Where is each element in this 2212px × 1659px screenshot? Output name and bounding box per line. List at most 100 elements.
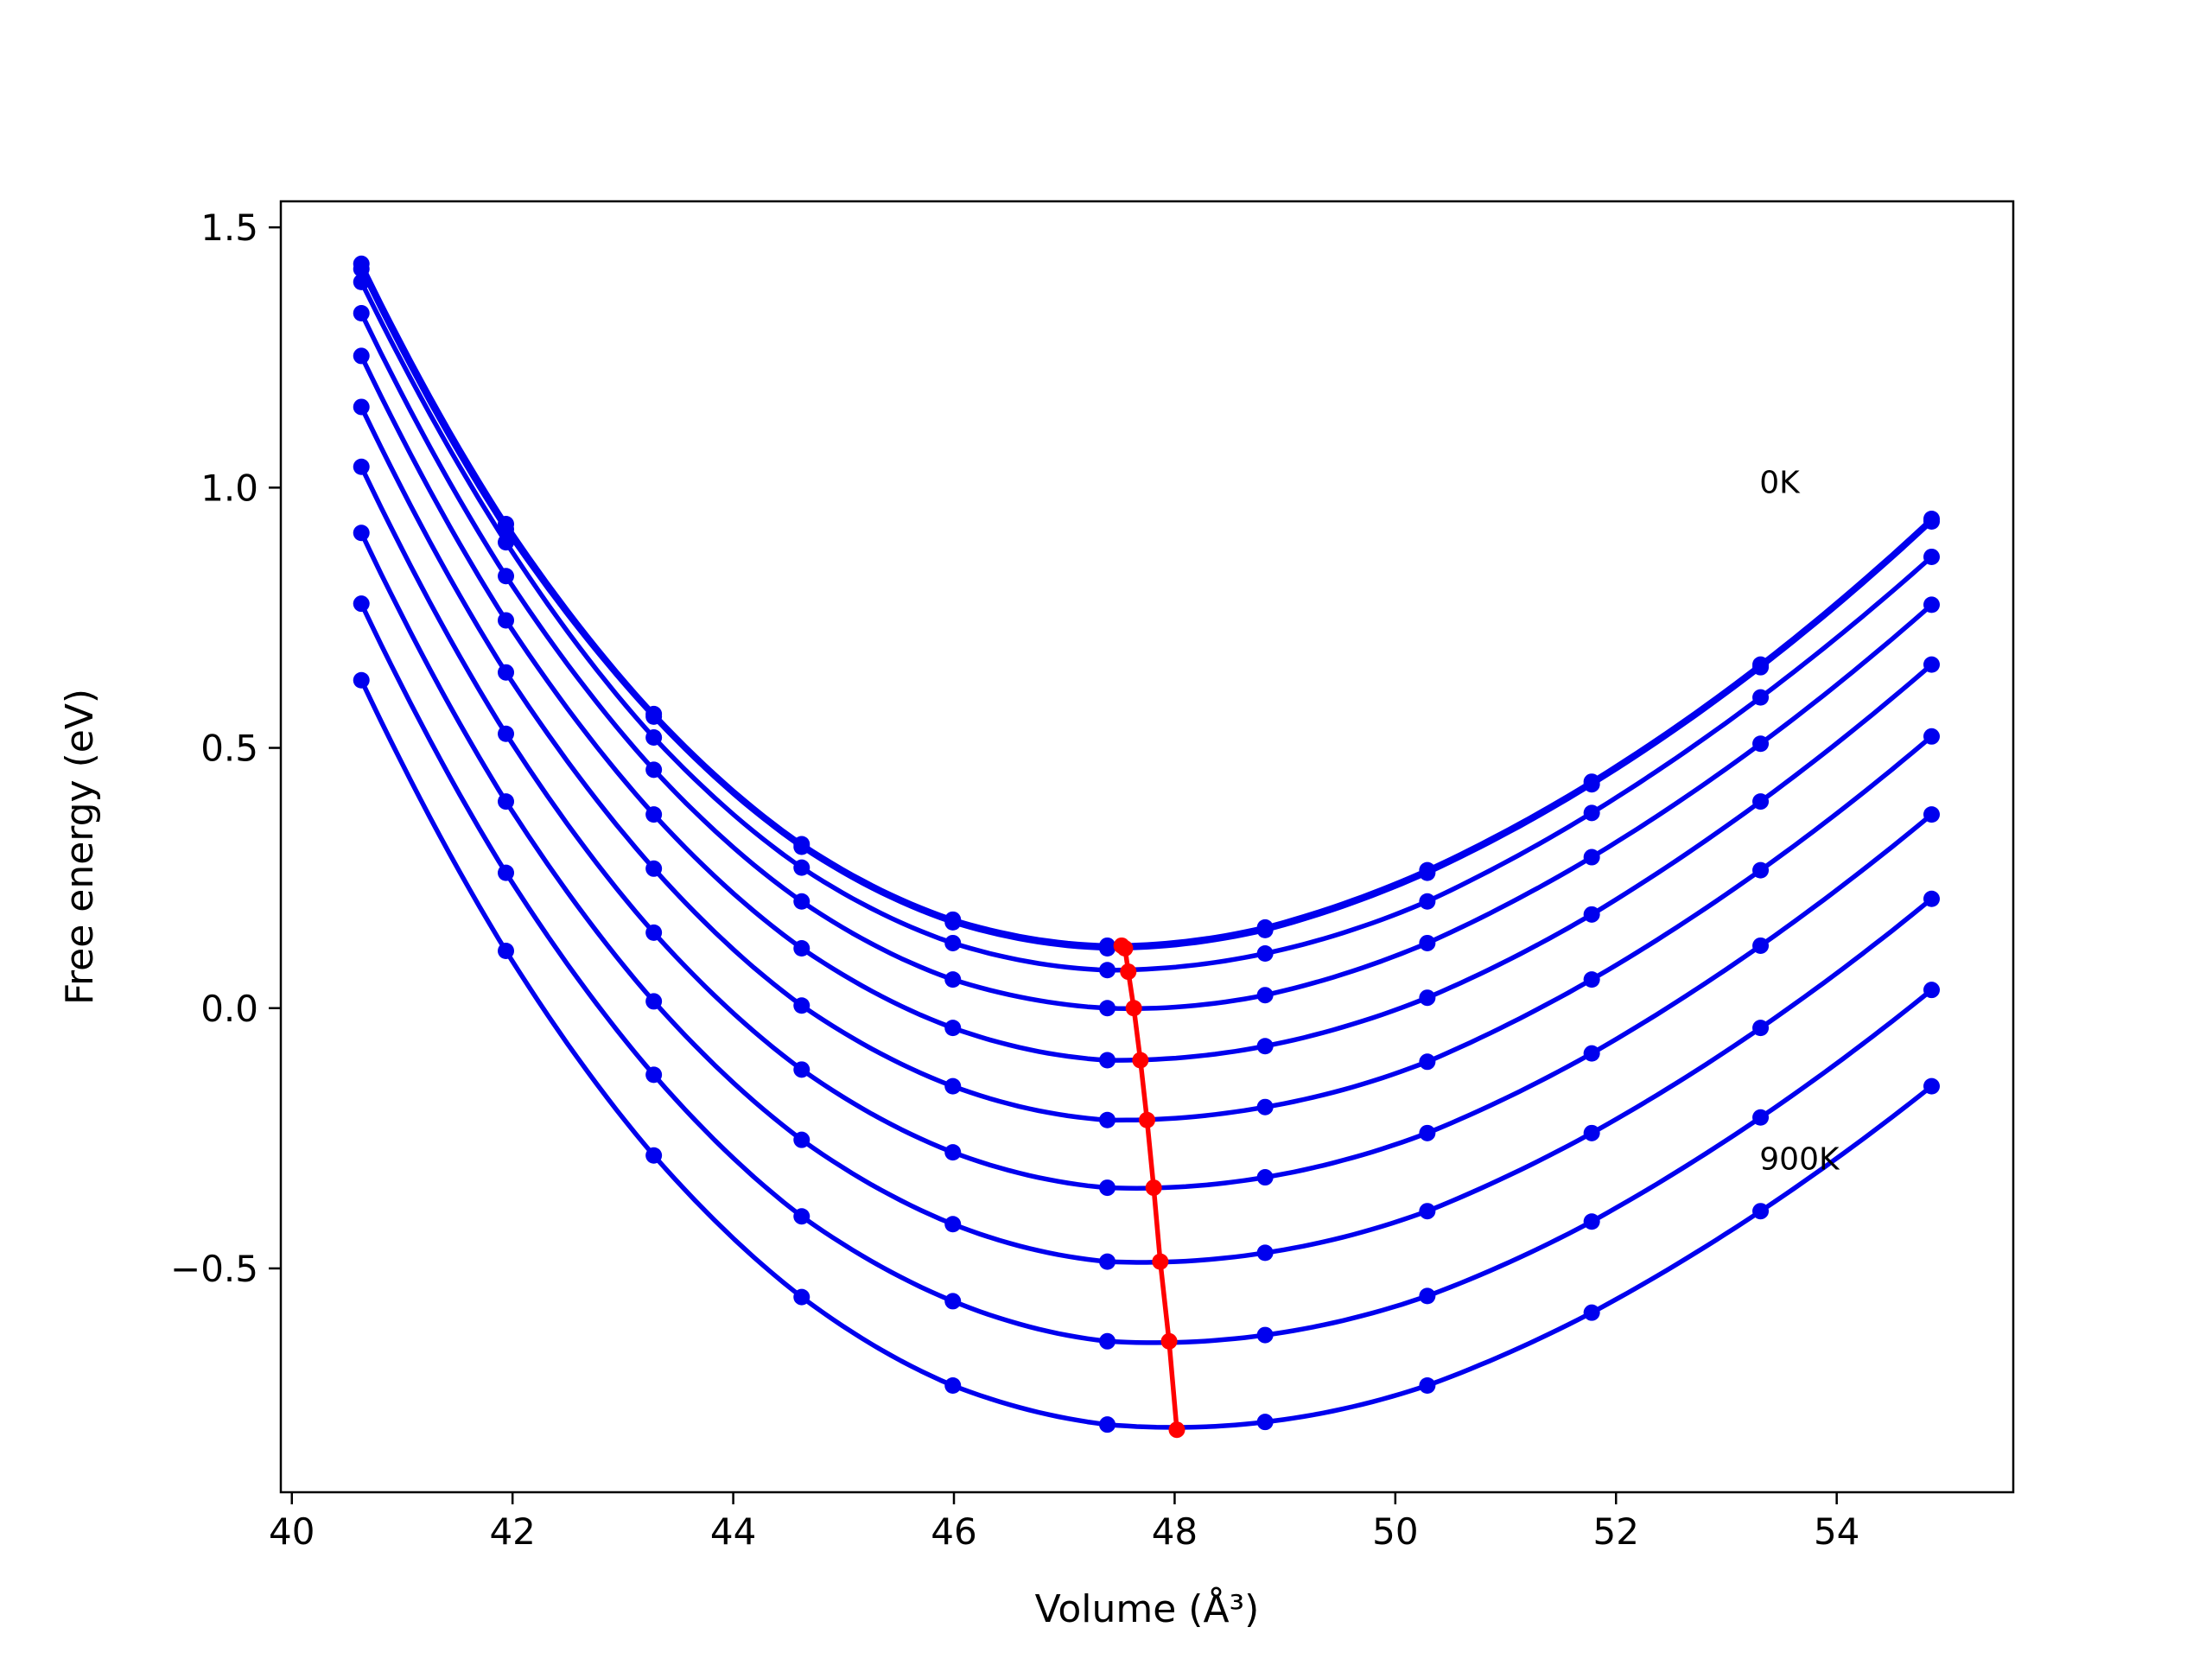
minimum-point-2 [1120, 963, 1137, 981]
series-9-point-9 [1752, 1203, 1770, 1220]
series-5-point-2 [645, 860, 663, 877]
series-6-point-7 [1419, 1124, 1436, 1141]
series-9-point-0 [353, 671, 370, 689]
y-tick-label-2: 0.5 [200, 728, 258, 770]
series-5-point-4 [944, 1077, 962, 1095]
x-tick-label-5: 50 [1372, 1510, 1418, 1553]
series-8-point-2 [645, 1066, 663, 1084]
series-7-point-1 [498, 793, 515, 810]
series-2-point-6 [1256, 944, 1274, 962]
series-6-point-10 [1923, 806, 1940, 823]
series-3-point-2 [645, 761, 663, 779]
series-3-point-6 [1256, 987, 1274, 1004]
series-3-point-1 [498, 568, 515, 585]
series-8-point-1 [498, 864, 515, 881]
annotation-1: 900K [1759, 1142, 1840, 1178]
series-4-point-4 [944, 1020, 962, 1037]
series-5-point-1 [498, 664, 515, 681]
series-5-point-9 [1752, 861, 1770, 879]
series-5-point-7 [1419, 1053, 1436, 1071]
series-6-point-1 [498, 725, 515, 742]
series-9-point-7 [1419, 1377, 1436, 1395]
series-9-point-4 [944, 1377, 962, 1395]
series-6-point-0 [353, 458, 370, 475]
series-8-point-0 [353, 595, 370, 613]
minimum-point-4 [1132, 1052, 1149, 1069]
y-tick-label-3: 1.0 [200, 467, 258, 509]
series-2-point-4 [944, 934, 962, 951]
series-5-point-5 [1099, 1111, 1116, 1128]
series-6-point-4 [944, 1144, 962, 1161]
series-3-point-5 [1099, 1000, 1116, 1017]
series-8-point-4 [944, 1293, 962, 1310]
series-7-point-10 [1923, 890, 1940, 907]
series-2-point-2 [645, 728, 663, 746]
axes-frame [279, 200, 2015, 1494]
y-axis-label: Free energy (eV) [58, 689, 102, 1005]
y-tick-label-0: −0.5 [170, 1248, 258, 1290]
series-5-point-0 [353, 398, 370, 416]
series-4-point-0 [353, 347, 370, 365]
series-1-point-8 [1583, 776, 1600, 793]
minimum-point-3 [1125, 1000, 1142, 1017]
minimum-point-1 [1116, 939, 1134, 957]
series-5-point-8 [1583, 971, 1600, 988]
series-line-1 [359, 266, 1935, 951]
series-6-point-9 [1752, 937, 1770, 954]
series-2-point-7 [1419, 893, 1436, 910]
series-1-point-4 [944, 913, 962, 931]
series-2-point-10 [1923, 548, 1940, 565]
series-8-point-3 [793, 1208, 810, 1225]
series-9-point-2 [645, 1147, 663, 1164]
x-tick-label-4: 48 [1152, 1510, 1198, 1553]
series-7-point-6 [1256, 1244, 1274, 1262]
series-1-point-3 [793, 838, 810, 855]
axes: 40 42 44 46 48 50 52 54 −0.5 0.0 0.5 1.0 1.5 [170, 200, 2015, 1553]
series-3-point-0 [353, 305, 370, 322]
series-4-point-5 [1099, 1052, 1116, 1069]
series-7-point-8 [1583, 1124, 1600, 1141]
x-tick-label-0: 40 [269, 1510, 315, 1553]
series-8-point-8 [1583, 1213, 1600, 1230]
series-line-7 [359, 530, 1935, 1265]
series-1-point-2 [645, 708, 663, 725]
series-4-point-7 [1419, 989, 1436, 1007]
series-9-point-5 [1099, 1416, 1116, 1433]
plot-area: 0K 900K [353, 255, 1940, 1439]
series-3-point-3 [793, 893, 810, 910]
x-tick-label-6: 52 [1593, 1510, 1639, 1553]
series-4-point-8 [1583, 906, 1600, 923]
series-3-point-9 [1752, 735, 1770, 753]
series-9-point-8 [1583, 1304, 1600, 1321]
minimum-point-7 [1152, 1253, 1169, 1270]
minimum-point-5 [1139, 1111, 1155, 1128]
series-7-point-9 [1752, 1020, 1770, 1037]
series-3-point-7 [1419, 934, 1436, 951]
series-8-point-9 [1752, 1109, 1770, 1126]
series-7-point-7 [1419, 1203, 1436, 1220]
series-7-point-4 [944, 1216, 962, 1233]
series-6-point-5 [1099, 1179, 1116, 1197]
y-tick-label-1: 0.0 [200, 988, 258, 1030]
series-1-point-9 [1752, 658, 1770, 676]
series-5-point-10 [1923, 728, 1940, 745]
series-2-point-3 [793, 859, 810, 876]
series-6-point-3 [793, 1061, 810, 1078]
series-1-point-10 [1923, 512, 1940, 530]
series-9-point-10 [1923, 1077, 1940, 1095]
x-axis-label: Volume (Å³) [1035, 1586, 1260, 1631]
series-8-point-6 [1256, 1326, 1274, 1344]
series-4-point-2 [645, 806, 663, 823]
series-6-point-6 [1256, 1169, 1274, 1186]
series-4-point-1 [498, 612, 515, 629]
series-1-point-5 [1099, 939, 1116, 957]
minimum-point-8 [1160, 1332, 1178, 1350]
series-4-point-6 [1256, 1038, 1274, 1055]
series-2-point-5 [1099, 962, 1116, 979]
series-1-point-0 [353, 260, 370, 277]
series-3-point-8 [1583, 849, 1600, 866]
series-4-point-10 [1923, 656, 1940, 673]
series-7-point-5 [1099, 1253, 1116, 1270]
minimum-point-6 [1145, 1179, 1162, 1197]
